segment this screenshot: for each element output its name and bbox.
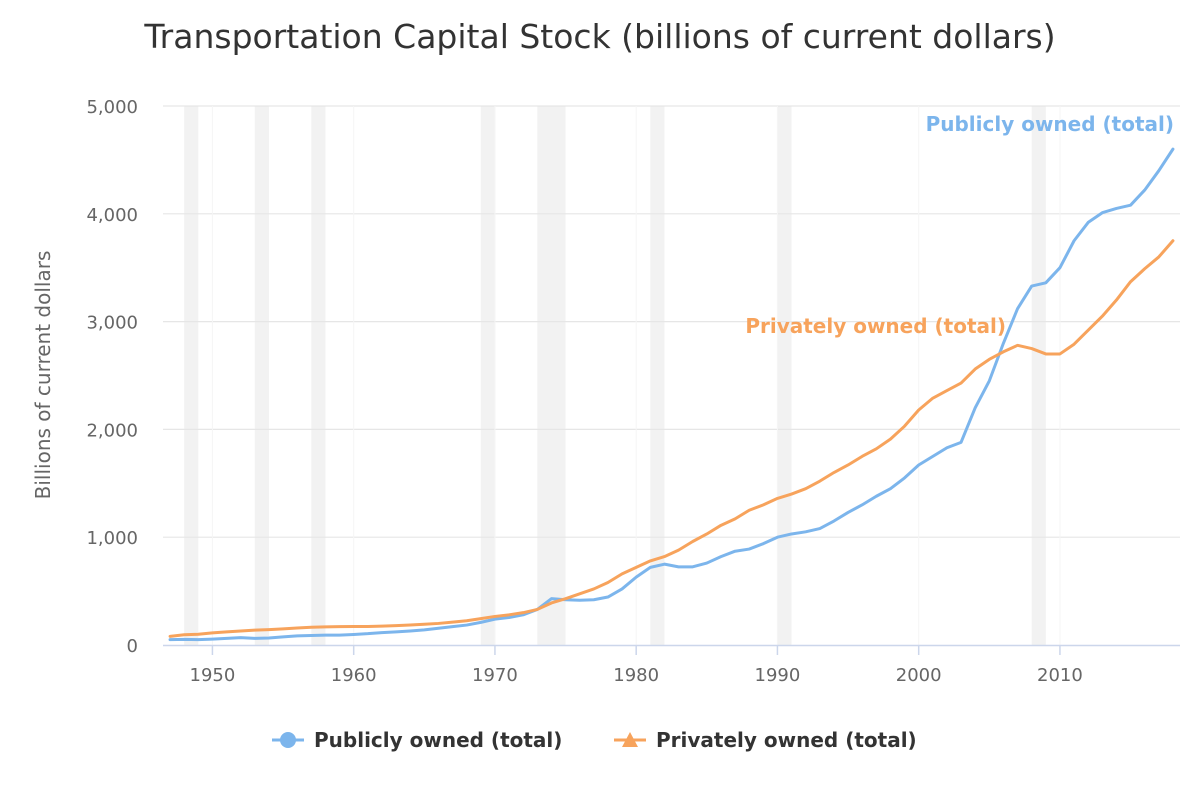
legend-label: Publicly owned (total) xyxy=(314,728,562,752)
triangle-marker-icon xyxy=(622,732,638,747)
recession-band-1 xyxy=(254,106,269,645)
y-tick-label: 5,000 xyxy=(86,97,138,118)
chart-title: Transportation Capital Stock (billions o… xyxy=(143,17,1055,56)
recession-band-3 xyxy=(480,106,495,645)
x-tick-label: 2000 xyxy=(896,665,942,686)
y-tick-label: 2,000 xyxy=(86,420,138,441)
x-tick-label: 1980 xyxy=(613,665,659,686)
legend-label: Privately owned (total) xyxy=(656,728,917,752)
y-tick-label: 0 xyxy=(127,636,138,657)
legend-item-publicly-owned[interactable]: Publicly owned (total) xyxy=(272,728,562,752)
series-label-publicly-owned: Publicly owned (total) xyxy=(926,112,1174,136)
recession-bands xyxy=(184,106,1046,645)
x-tick-label: 1970 xyxy=(472,665,518,686)
legend-item-privately-owned[interactable]: Privately owned (total) xyxy=(614,728,917,752)
recession-band-5 xyxy=(650,106,665,645)
series-label-privately-owned: Privately owned (total) xyxy=(745,314,1006,338)
circle-marker-icon xyxy=(280,732,296,748)
recession-band-2 xyxy=(311,106,326,645)
y-axis-title: Billions of current dollars xyxy=(31,251,55,500)
x-tick-label: 1950 xyxy=(190,665,236,686)
y-tick-label: 4,000 xyxy=(86,205,138,226)
recession-band-4 xyxy=(537,106,566,645)
gridlines xyxy=(163,105,1180,645)
series-labels: Publicly owned (total) Privately owned (t… xyxy=(745,112,1174,338)
recession-band-7 xyxy=(1031,106,1046,645)
recession-band-6 xyxy=(777,106,792,645)
y-tick-label: 1,000 xyxy=(86,528,138,549)
series-line-publicly-owned[interactable] xyxy=(168,147,1175,642)
series-lines xyxy=(168,147,1175,642)
y-tick-label: 3,000 xyxy=(86,313,138,334)
x-tick-label: 1990 xyxy=(755,665,801,686)
x-tick-label: 1960 xyxy=(331,665,377,686)
recession-band-0 xyxy=(184,106,199,645)
series-line-privately-owned[interactable] xyxy=(168,239,1175,638)
x-tick-label: 2010 xyxy=(1037,665,1083,686)
axes: 0 1,000 2,000 3,000 4,000 5,000 1950 1960 1970 19… xyxy=(86,97,1180,686)
legend[interactable]: Publicly owned (total) Privately owned (t… xyxy=(272,728,917,752)
